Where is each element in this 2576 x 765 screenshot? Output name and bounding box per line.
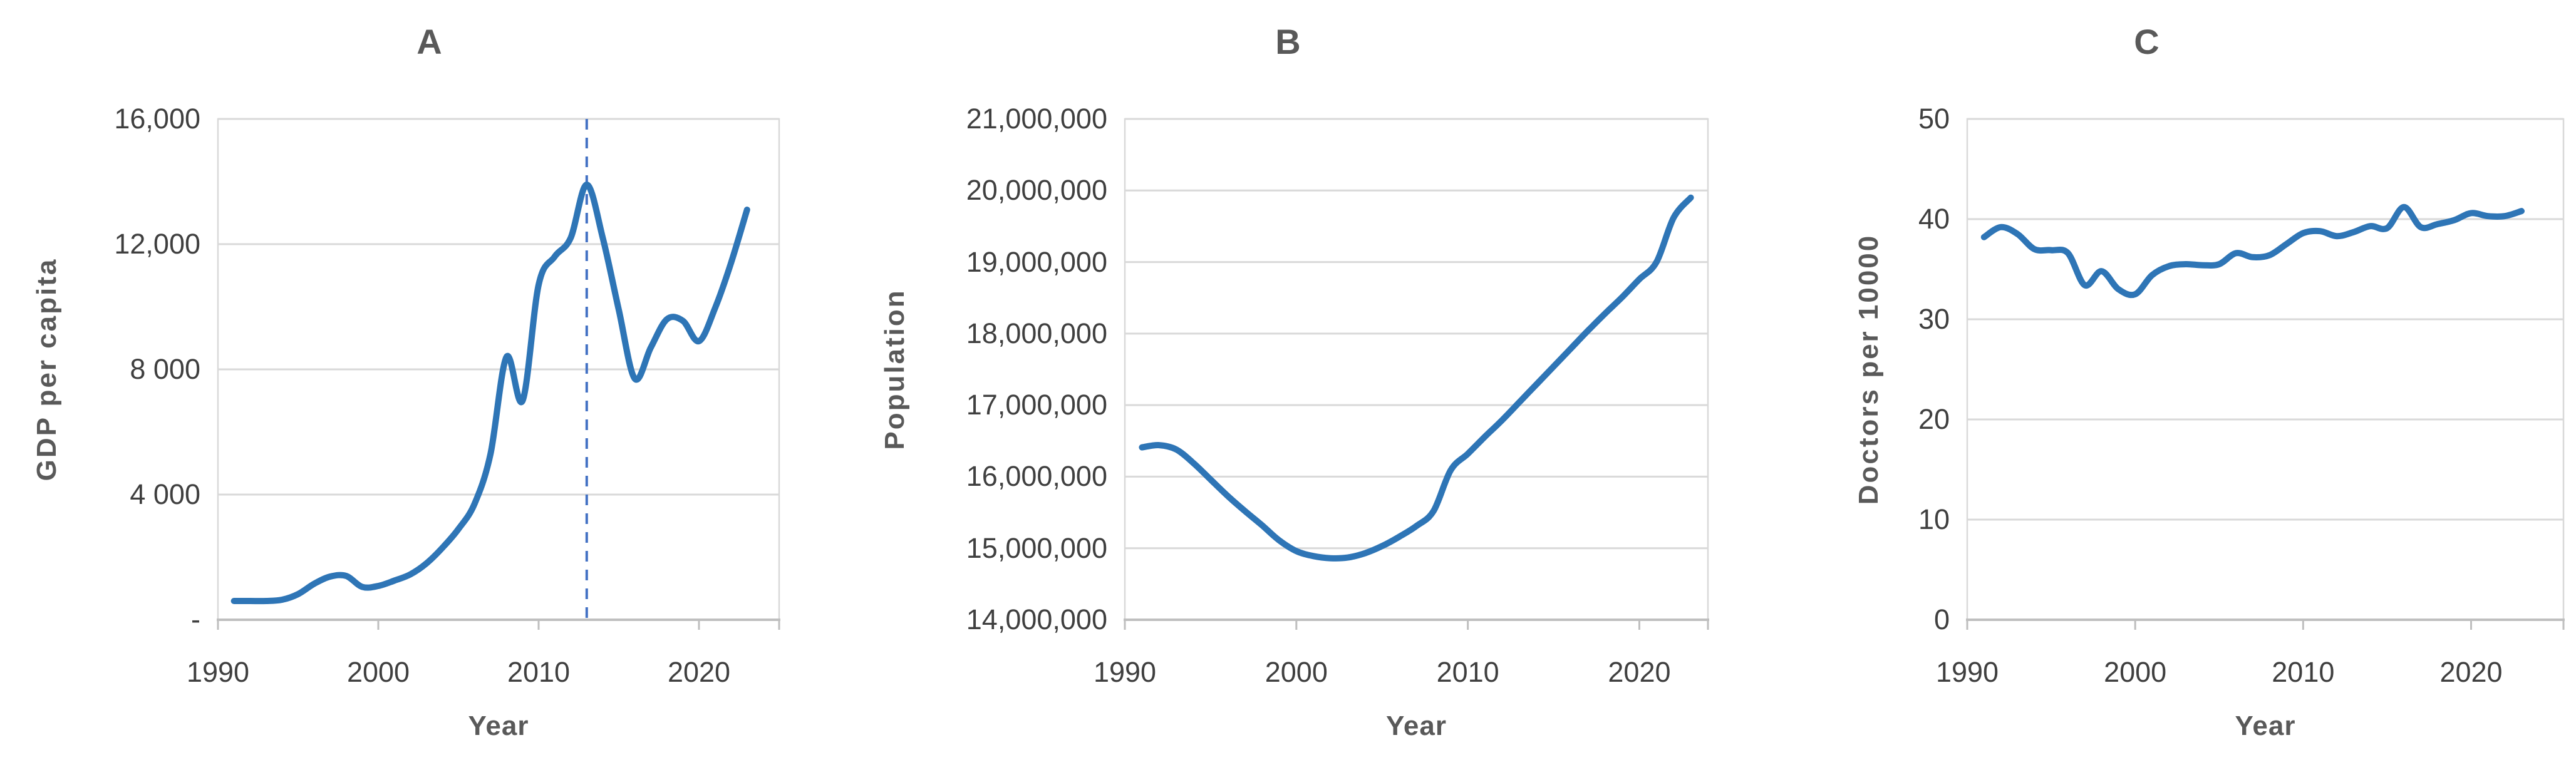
chart-b-x-axis-title: Year xyxy=(1386,711,1447,741)
chart-a-gridlines xyxy=(218,118,779,496)
chart-b-x-tick-marks xyxy=(1124,620,1709,630)
chart-c-plot-border xyxy=(1966,118,2565,621)
chart-c-y-tick-label: 10 xyxy=(1918,503,1950,535)
chart-b-y-tick-label: 18,000,000 xyxy=(966,317,1107,349)
chart-a-y-tick-label: 12,000 xyxy=(114,228,200,260)
chart-a-y-tick-label: - xyxy=(191,603,200,635)
chart-c-y-tick-label: 30 xyxy=(1918,303,1950,335)
chart-a-x-axis-title: Year xyxy=(468,711,529,741)
chart-c-y-tick-label: 20 xyxy=(1918,403,1950,435)
chart-a-x-tick-label: 1990 xyxy=(186,656,250,688)
chart-a-x-tick-label: 2010 xyxy=(507,656,571,688)
chart-c-plot-area xyxy=(1966,118,2565,630)
chart-b-y-tick-label: 14,000,000 xyxy=(966,603,1107,635)
chart-c-y-tick-label: 0 xyxy=(1933,603,1950,635)
chart-b-plot-border xyxy=(1124,118,1709,621)
chart-c-y-tick-label: 50 xyxy=(1918,103,1950,135)
chart-gdp-per-capita: A GDP per capita Year 16,000 12,000 8 000 4… xyxy=(0,0,859,765)
chart-b-y-tick-label: 15,000,000 xyxy=(966,531,1107,564)
chart-b-y-tick-label: 17,000,000 xyxy=(966,389,1107,421)
chart-a-x-tick-label: 2000 xyxy=(346,656,410,688)
chart-b-x-tick-label: 2010 xyxy=(1436,656,1499,688)
chart-a-plot-area xyxy=(217,118,780,630)
chart-b-y-tick-label: 19,000,000 xyxy=(966,245,1107,278)
chart-b-x-tick-label: 2020 xyxy=(1608,656,1671,688)
chart-c-y-tick-label: 40 xyxy=(1918,203,1950,235)
chart-c-title: C xyxy=(2134,22,2160,61)
chart-c-x-tick-label: 2020 xyxy=(2439,656,2503,688)
chart-b-data-line xyxy=(1139,194,1694,562)
chart-doctors-per-10000: C Doctors per 10000 Year 50 40 30 20 10 0 1990… xyxy=(1717,0,2576,765)
chart-b-y-tick-label: 20,000,000 xyxy=(966,174,1107,207)
chart-c-data-line xyxy=(1980,203,2525,299)
chart-a-y-tick-label: 4 000 xyxy=(130,478,200,510)
chart-b-y-tick-label: 16,000,000 xyxy=(966,460,1107,493)
chart-c-gridlines xyxy=(1967,118,2563,521)
chart-b-x-tick-label: 1990 xyxy=(1093,656,1157,688)
chart-a-title: A xyxy=(416,22,442,61)
chart-a-x-tick-marks xyxy=(217,620,780,630)
chart-c-x-tick-label: 1990 xyxy=(1935,656,1999,688)
chart-c-x-tick-label: 2010 xyxy=(2272,656,2335,688)
chart-b-x-tick-label: 2000 xyxy=(1265,656,1328,688)
chart-c-x-tick-label: 2000 xyxy=(2104,656,2167,688)
chart-a-y-tick-label: 16,000 xyxy=(114,103,200,135)
chart-c-x-axis-title: Year xyxy=(2235,711,2296,741)
chart-a-x-tick-label: 2020 xyxy=(667,656,731,688)
chart-a-y-tick-label: 8 000 xyxy=(130,353,200,385)
chart-b-y-tick-label: 21,000,000 xyxy=(966,103,1107,135)
chart-a-data-line xyxy=(230,182,750,605)
chart-population: B Population Year 21,000,000 20,000,000 19… xyxy=(859,0,1717,765)
chart-b-title: B xyxy=(1275,22,1301,61)
chart-c-x-tick-marks xyxy=(1966,620,2565,630)
chart-b-plot-area xyxy=(1124,118,1709,630)
